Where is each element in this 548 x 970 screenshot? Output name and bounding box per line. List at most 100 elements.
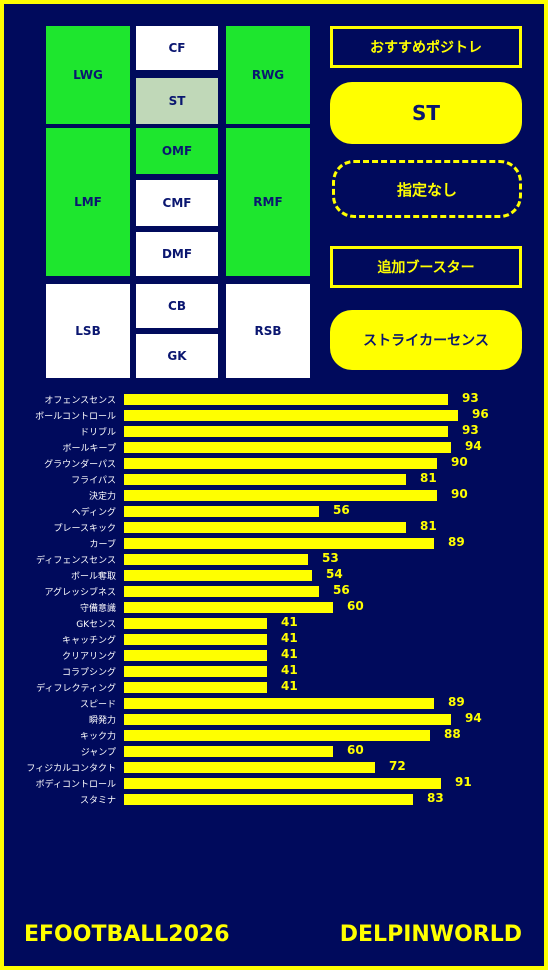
stat-value: 89: [448, 695, 465, 709]
position-omf[interactable]: OMF: [136, 128, 218, 174]
position-st-selected[interactable]: ST: [136, 78, 218, 124]
stat-label: プレースキック: [53, 524, 116, 534]
stat-label: GKセンス: [76, 620, 116, 630]
stat-bar: [124, 586, 319, 597]
stat-bar: [124, 778, 441, 789]
stat-label: ボールキープ: [62, 444, 116, 454]
stat-value: 41: [281, 663, 298, 677]
stat-bar: [124, 682, 267, 693]
stat-bar: [124, 394, 448, 405]
stat-value: 41: [281, 631, 298, 645]
position-rsb[interactable]: RSB: [226, 284, 310, 378]
stat-value: 60: [347, 599, 364, 613]
stat-label: キック力: [79, 732, 116, 742]
stat-bar: [124, 474, 406, 485]
stat-label: 決定力: [88, 492, 116, 502]
stat-label: ジャンプ: [80, 748, 116, 758]
position-value-button[interactable]: ST: [330, 82, 522, 144]
stat-bar: [124, 650, 267, 661]
stat-value: 53: [322, 551, 339, 565]
stat-label: グラウンダーパス: [44, 460, 116, 470]
stat-bar: [124, 762, 375, 773]
stat-value: 96: [472, 407, 489, 421]
stat-bar: [124, 666, 267, 677]
stat-value: 81: [420, 519, 437, 533]
stat-value: 93: [462, 391, 479, 405]
stat-value: 54: [326, 567, 343, 581]
stat-label: フライパス: [71, 476, 116, 486]
footer-left-text: EFOOTBALL2026: [24, 922, 230, 947]
stat-label: スタミナ: [79, 796, 116, 806]
stat-value: 90: [451, 487, 468, 501]
stat-bar: [124, 634, 267, 645]
position-cmf[interactable]: CMF: [136, 180, 218, 226]
stat-value: 94: [465, 711, 482, 725]
stat-label: 守備意識: [79, 604, 116, 614]
stat-label: ディフレクティング: [36, 684, 116, 694]
stat-value: 72: [389, 759, 406, 773]
stat-bar: [124, 554, 308, 565]
stat-bar: [124, 570, 312, 581]
stat-value: 94: [465, 439, 482, 453]
card: LWG CF ST RWG LMF OMF CMF DMF RMF LSB CB…: [4, 4, 544, 966]
stat-label: コラプシング: [61, 668, 116, 678]
stat-bar: [124, 746, 333, 757]
stat-label: キャッチング: [61, 636, 116, 646]
stat-bar: [124, 458, 437, 469]
stat-label: ディフェンスセンス: [35, 556, 116, 566]
stat-label: ボールコントロール: [35, 412, 116, 422]
position-lmf[interactable]: LMF: [46, 128, 130, 276]
stat-value: 91: [455, 775, 472, 789]
stat-label: ボディコントロール: [35, 780, 116, 790]
stat-bar: [124, 698, 434, 709]
position-lwg[interactable]: LWG: [46, 26, 130, 124]
stat-bar: [124, 538, 434, 549]
stat-value: 90: [451, 455, 468, 469]
stat-bar: [124, 522, 406, 533]
stat-label: フィジカルコンタクト: [26, 764, 116, 774]
stat-label: クリアリング: [61, 652, 116, 662]
stat-value: 41: [281, 647, 298, 661]
stat-label: カーブ: [89, 540, 116, 550]
stat-label: ボール奪取: [70, 572, 116, 582]
stat-label: ヘディング: [71, 508, 116, 518]
position-dmf[interactable]: DMF: [136, 232, 218, 276]
position-gk[interactable]: GK: [136, 334, 218, 378]
stat-bar: [124, 618, 267, 629]
stat-value: 56: [333, 583, 350, 597]
stat-label: アグレッシブネス: [44, 588, 116, 598]
stat-bar: [124, 490, 437, 501]
stat-value: 41: [281, 679, 298, 693]
position-rmf[interactable]: RMF: [226, 128, 310, 276]
stat-value: 89: [448, 535, 465, 549]
stat-label: スピード: [79, 700, 116, 710]
stat-value: 93: [462, 423, 479, 437]
position-rwg[interactable]: RWG: [226, 26, 310, 124]
unassigned-button[interactable]: 指定なし: [332, 160, 522, 218]
stat-bar: [124, 442, 451, 453]
stat-bar: [124, 410, 458, 421]
stat-bar: [124, 426, 448, 437]
stats-chart: オフェンスセンス 93 ボールコントロール 96 ドリブル 93 ボールキープ 94 グラウンダ…: [4, 4, 544, 966]
stat-value: 83: [427, 791, 444, 805]
footer-right-text: DELPINWORLD: [339, 922, 522, 947]
booster-value-button[interactable]: ストライカーセンス: [330, 310, 522, 370]
stat-value: 81: [420, 471, 437, 485]
stat-value: 88: [444, 727, 461, 741]
stat-label: 瞬発力: [88, 716, 116, 726]
position-cb[interactable]: CB: [136, 284, 218, 328]
recommended-position-training-label: おすすめポジトレ: [330, 26, 522, 68]
stat-bar: [124, 602, 333, 613]
add-booster-label: 追加ブースター: [330, 246, 522, 288]
stat-bar: [124, 506, 319, 517]
stat-value: 56: [333, 503, 350, 517]
stat-label: オフェンスセンス: [44, 396, 116, 406]
position-lsb[interactable]: LSB: [46, 284, 130, 378]
stat-value: 41: [281, 615, 298, 629]
stat-value: 60: [347, 743, 364, 757]
stat-bar: [124, 730, 430, 741]
stat-label: ドリブル: [79, 428, 116, 438]
stat-bar: [124, 714, 451, 725]
stat-bar: [124, 794, 413, 805]
position-cf[interactable]: CF: [136, 26, 218, 70]
